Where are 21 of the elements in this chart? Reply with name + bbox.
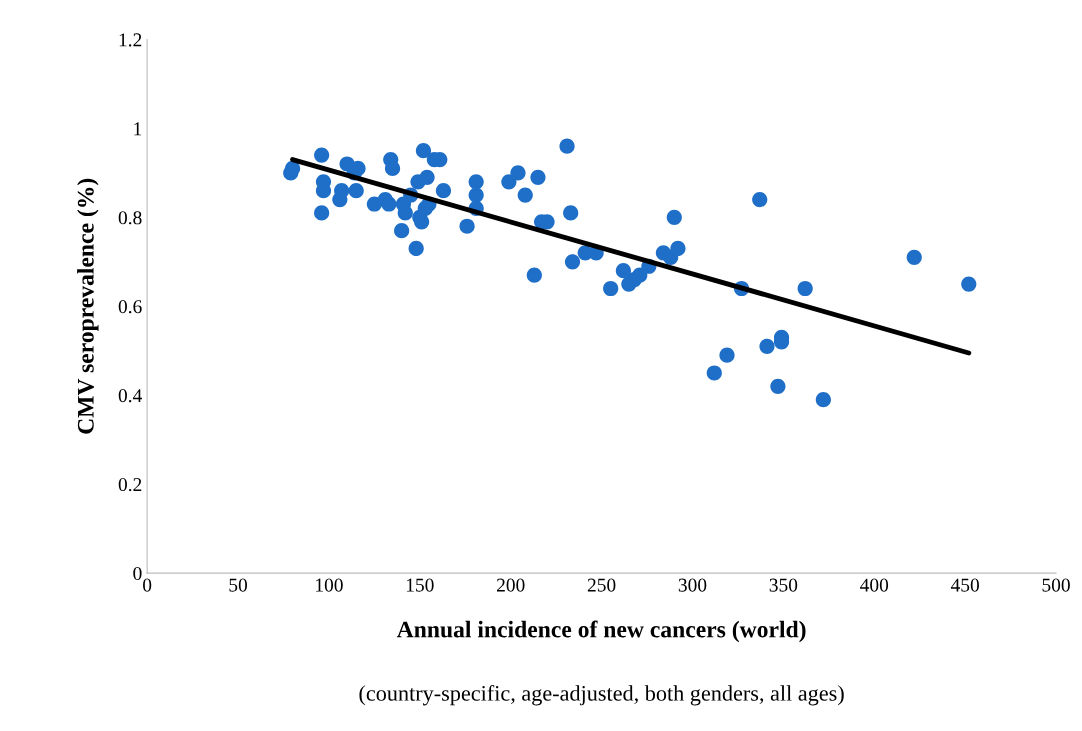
y-tick-label: 0.8 <box>118 211 142 225</box>
x-tick-label: 500 <box>1042 578 1070 592</box>
text: (country-specific, age-adjusted, both genders, all ages) <box>359 684 844 706</box>
y-tick-label: 0.6 <box>118 300 142 314</box>
x-tick-label: 300 <box>678 578 707 592</box>
x-tick-label: 200 <box>496 578 525 592</box>
x-tick-label: 50 <box>229 578 248 592</box>
x-tick-label: 350 <box>769 578 798 592</box>
x-tick-label: 150 <box>406 578 434 592</box>
y-tick-label: 0.2 <box>118 477 142 492</box>
x-tick-label: 450 <box>950 578 979 592</box>
y-tick-label: 1.2 <box>119 33 142 47</box>
x-tick-label: 250 <box>587 578 616 592</box>
x-axis-title: Annual incidence of new cancers (world) <box>396 620 806 643</box>
y-axis-title: CMV seroprevalence (%) <box>77 178 99 434</box>
x-tick-label: 100 <box>316 578 343 592</box>
y-tick-label: 0.4 <box>118 389 142 403</box>
x-tick-label: 400 <box>860 578 889 592</box>
y-tick-label: 0 <box>133 566 142 581</box>
y-tick-label: 1 <box>134 122 142 136</box>
x-tick-label: 0 <box>143 578 152 592</box>
